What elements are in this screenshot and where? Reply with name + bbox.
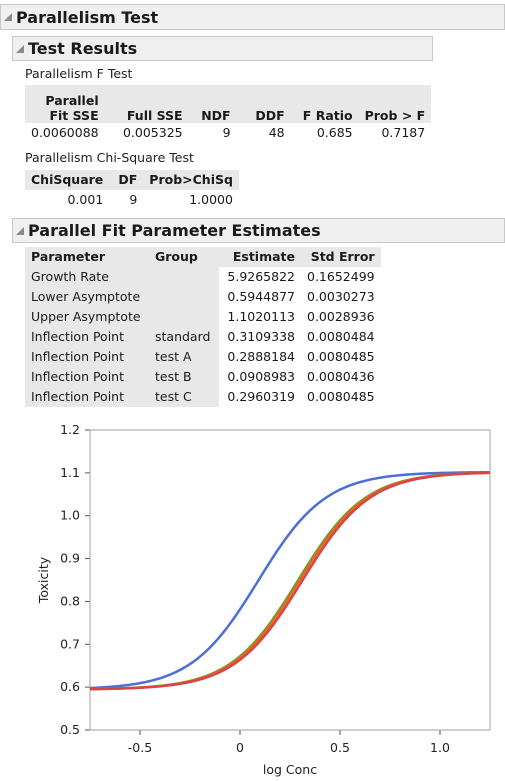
series-line xyxy=(89,470,491,690)
cell: 0.0080484 xyxy=(307,329,375,344)
col-header-std-error: Std Error xyxy=(301,247,381,267)
cell: test C xyxy=(149,387,219,407)
y-tick-label: 0.9 xyxy=(60,551,80,566)
x-tick-label: 0.5 xyxy=(330,740,350,755)
y-tick-label: 1.1 xyxy=(60,465,80,480)
col-header-parameter: Parameter xyxy=(25,247,149,267)
table-row: Growth Rate 5.9265822 0.1652499 xyxy=(25,267,381,287)
cell: 0.2960319 xyxy=(227,389,295,404)
cell xyxy=(149,267,219,287)
col-header-prob-chisq: Prob>ChiSq xyxy=(143,170,239,190)
x-tick-label: 0 xyxy=(236,740,244,755)
series-line xyxy=(89,471,491,691)
cell: test A xyxy=(149,347,219,367)
estimates-header[interactable]: Parallel Fit Parameter Estimates xyxy=(12,218,505,243)
y-tick-label: 1.2 xyxy=(60,422,80,437)
cell: 0.685 xyxy=(316,125,353,140)
table-row: 0.001 9 1.0000 xyxy=(25,190,239,210)
col-header-df: DF xyxy=(109,170,144,190)
table-row: Inflection Point test B 0.0908983 0.0080436 xyxy=(25,367,381,387)
cell: 48 xyxy=(268,125,285,140)
cell: Upper Asymptote xyxy=(25,307,149,327)
x-axis-label: log Conc xyxy=(263,762,317,777)
disclosure-triangle-icon[interactable] xyxy=(16,44,24,53)
cell: 0.0080436 xyxy=(307,369,375,384)
cell xyxy=(149,307,219,327)
f-test-label: Parallelism F Test xyxy=(25,66,133,81)
cell: 0.001 xyxy=(67,192,104,207)
table-row: Inflection Point standard 0.3109338 0.00804… xyxy=(25,327,381,347)
chi-test-table: ChiSquare DF Prob>ChiSq 0.001 9 1.0000 xyxy=(25,170,239,210)
y-tick-label: 0.7 xyxy=(60,636,80,651)
table-row: Inflection Point test C 0.2960319 0.0080485 xyxy=(25,387,381,407)
cell: 0.0028936 xyxy=(307,309,375,324)
y-tick-label: 0.8 xyxy=(60,593,80,608)
col-header-ddf: DDF xyxy=(236,85,291,123)
cell: Growth Rate xyxy=(25,267,149,287)
cell: 9 xyxy=(129,192,138,207)
col-header-parallel-fit-sse: Parallel Fit SSE xyxy=(25,85,105,123)
cell: 0.0080485 xyxy=(307,349,375,364)
table-row: Upper Asymptote 1.1020113 0.0028936 xyxy=(25,307,381,327)
estimates-title: Parallel Fit Parameter Estimates xyxy=(28,221,321,240)
test-results-header[interactable]: Test Results xyxy=(12,36,433,61)
table-row: 0.0060088 0.005325 9 48 0.685 0.7187 xyxy=(25,123,431,143)
col-header-group: Group xyxy=(149,247,219,267)
cell xyxy=(149,287,219,307)
cell: Inflection Point xyxy=(25,327,149,347)
cell: 9 xyxy=(222,125,231,140)
col-header-ndf: NDF xyxy=(188,85,237,123)
cell: 0.0080485 xyxy=(307,389,375,404)
table-row: Inflection Point test A 0.2888184 0.0080485 xyxy=(25,347,381,367)
cell: 0.7187 xyxy=(381,125,426,140)
cell: 0.005325 xyxy=(122,125,183,140)
cell: 0.0060088 xyxy=(31,125,99,140)
cell: 0.2888184 xyxy=(227,349,295,364)
cell: standard xyxy=(149,327,219,347)
y-tick-label: 0.6 xyxy=(60,679,80,694)
toxicity-curve-plot[interactable]: 0.5 0.6 0.7 0.8 0.9 1.0 1.1 1.2 -0.5 0 0.5 1.0 log … xyxy=(0,418,505,781)
cell: 0.5944877 xyxy=(227,289,295,304)
cell: Inflection Point xyxy=(25,367,149,387)
cell: 0.0908983 xyxy=(227,369,295,384)
disclosure-triangle-icon[interactable] xyxy=(4,13,12,21)
estimates-table: Parameter Group Estimate Std Error Growt… xyxy=(25,247,381,407)
y-axis-label: Toxicity xyxy=(36,556,51,604)
col-header-full-sse: Full SSE xyxy=(104,85,189,123)
x-tick-label: -0.5 xyxy=(128,740,152,755)
cell: 1.1020113 xyxy=(227,309,295,324)
f-test-table: Parallel Fit SSE Full SSE NDF DDF F Ratio… xyxy=(25,85,432,143)
cell: Lower Asymptote xyxy=(25,287,149,307)
col-header-prob-f: Prob > F xyxy=(358,85,432,123)
col-header-f-ratio: F Ratio xyxy=(290,85,359,123)
table-row: Lower Asymptote 0.5944877 0.0030273 xyxy=(25,287,381,307)
page-title: Parallelism Test xyxy=(16,7,159,27)
disclosure-triangle-icon[interactable] xyxy=(16,226,24,235)
cell: Inflection Point xyxy=(25,347,149,367)
cell: 0.3109338 xyxy=(227,329,295,344)
test-results-title: Test Results xyxy=(28,39,138,58)
cell: test B xyxy=(149,367,219,387)
col-header-estimate: Estimate xyxy=(219,247,301,267)
x-tick-label: 1.0 xyxy=(430,740,450,755)
y-tick-label: 1.0 xyxy=(60,508,80,523)
cell: 5.9265822 xyxy=(227,269,295,284)
chi-test-label: Parallelism Chi-Square Test xyxy=(25,150,194,165)
parallelism-test-header[interactable]: Parallelism Test xyxy=(0,4,505,30)
cell: Inflection Point xyxy=(25,387,149,407)
y-tick-label: 0.5 xyxy=(60,722,80,737)
cell: 0.1652499 xyxy=(307,269,375,284)
col-header-chisquare: ChiSquare xyxy=(25,170,110,190)
cell: 0.0030273 xyxy=(307,289,375,304)
cell: 1.0000 xyxy=(189,192,233,207)
